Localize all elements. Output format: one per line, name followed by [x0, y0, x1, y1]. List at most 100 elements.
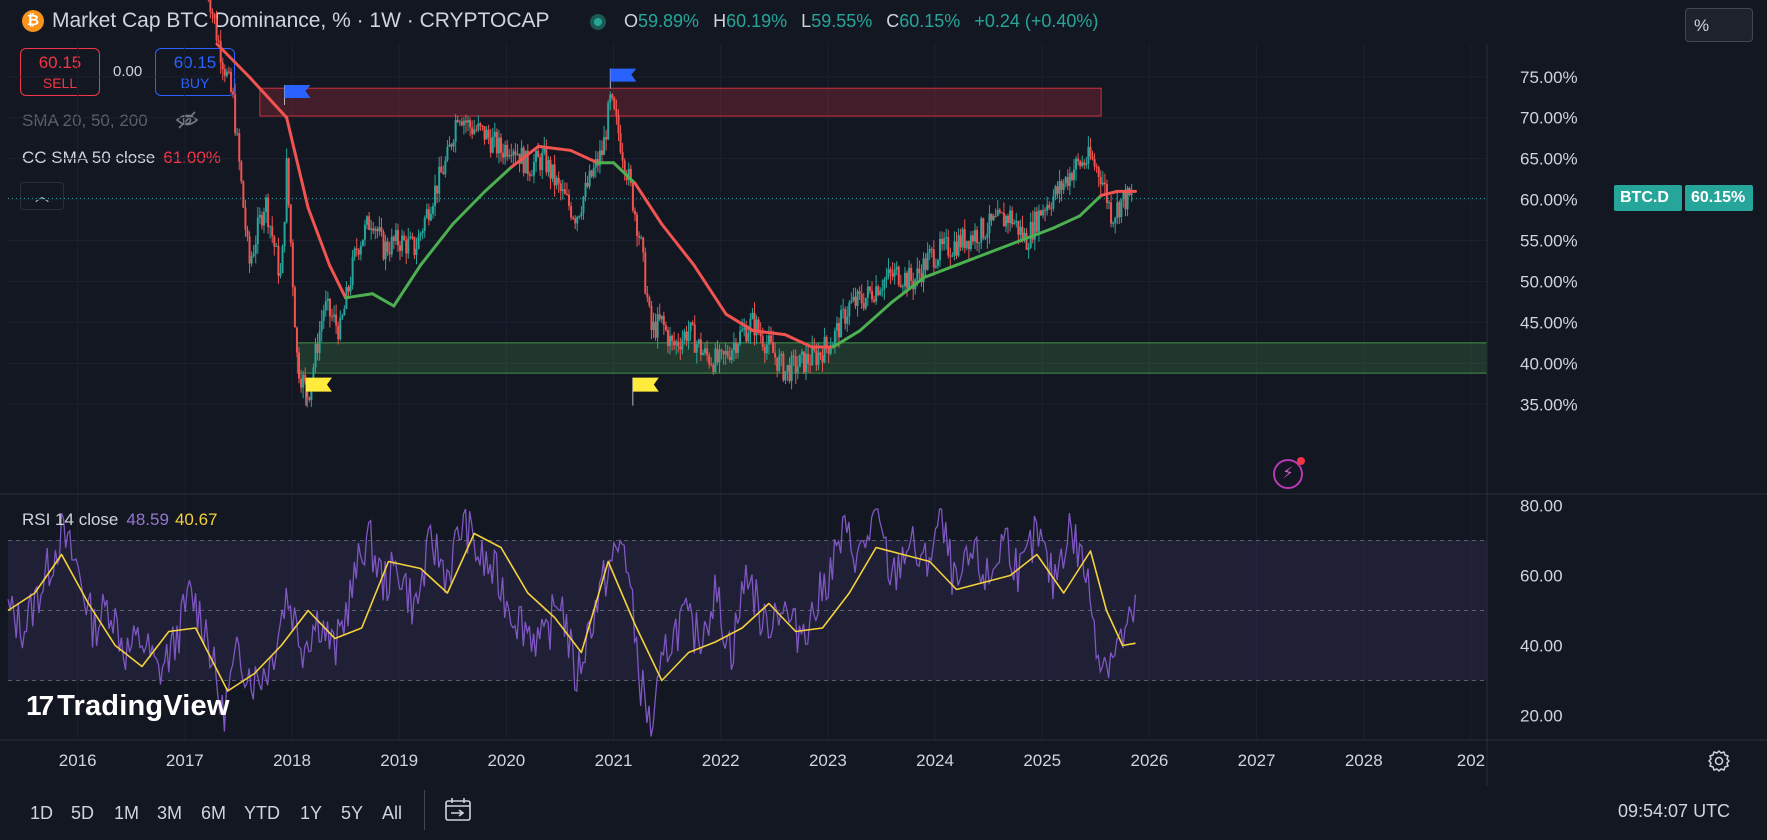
price-candle-body [910, 267, 913, 281]
gear-icon[interactable] [1706, 748, 1732, 774]
price-candle-body [295, 327, 298, 353]
price-candle-body [516, 153, 519, 155]
time-tick-label: 2022 [702, 751, 740, 770]
sma-segment [247, 75, 289, 120]
timeframe-6m[interactable]: 6M [201, 803, 227, 823]
price-candle-body [1009, 210, 1012, 224]
rsi-tick-label: 40.00 [1520, 637, 1563, 656]
price-candle-body [893, 269, 896, 277]
timeframe-ytd[interactable]: YTD [244, 803, 280, 823]
sma-segment [1019, 226, 1055, 242]
sma-segment [392, 263, 423, 308]
price-candle-body [454, 119, 457, 142]
clock[interactable]: 09:54:07 UTC [1618, 801, 1731, 821]
price-candle-body [1122, 191, 1125, 200]
sma-legend[interactable]: SMA 20, 50, 200 [22, 111, 148, 130]
price-candle-body [522, 147, 525, 174]
price-candle-body [240, 161, 243, 182]
price-candle-body [699, 339, 702, 355]
price-candle-body [862, 303, 865, 309]
price-candle-body [500, 137, 502, 153]
price-candle-body [265, 197, 268, 213]
price-candle-body [526, 150, 529, 174]
time-tick-label: 2023 [809, 751, 847, 770]
price-candle-body [990, 213, 993, 221]
price-candle-body [697, 339, 700, 344]
price-candle-body [483, 126, 486, 140]
rsi-legend[interactable]: RSI 14 close 48.59 40.67 [22, 510, 217, 530]
price-candle-body [1031, 221, 1034, 240]
lightning-icon[interactable]: ⚡ [1273, 457, 1305, 489]
timeframe-1d[interactable]: 1D [30, 803, 54, 823]
timeframe-5d[interactable]: 5D [71, 803, 95, 823]
price-candle-body [780, 353, 783, 356]
high-key: H [713, 11, 727, 31]
price-tick-label: 70.00% [1520, 109, 1578, 128]
price-tick-label: 75.00% [1520, 68, 1578, 87]
sell-price: 60.15 [38, 53, 82, 72]
price-candle-body [1015, 220, 1018, 223]
price-candle-body [945, 237, 948, 239]
price-candle-body [706, 348, 709, 356]
rsi-line [7, 508, 1137, 737]
timeframe-3m[interactable]: 3M [157, 803, 183, 823]
price-candle-body [1046, 204, 1049, 211]
price-candle-body [1099, 176, 1102, 185]
price-candle-body [308, 397, 311, 401]
price-candle-body [737, 344, 740, 353]
price-candle-body [971, 235, 974, 242]
price-candle-body [928, 248, 931, 253]
rsi-tick-label: 60.00 [1520, 567, 1563, 586]
price-candle-body [617, 115, 620, 134]
price-candle-body [811, 346, 814, 365]
price-candle-body [399, 245, 402, 251]
close-key: C [886, 11, 900, 31]
price-candle-body [749, 318, 752, 334]
price-candle-body [559, 183, 562, 192]
price-candle-body [860, 293, 863, 304]
price-candle-body [456, 119, 459, 123]
price-candle-body [409, 236, 412, 239]
price-candle-body [947, 237, 950, 256]
price-candle-body [361, 239, 364, 246]
price-candle-body [640, 237, 643, 239]
price-candle-body [1033, 211, 1036, 240]
date-range-icon[interactable] [443, 797, 473, 823]
price-candle-body [508, 154, 511, 157]
time-tick-label: 2021 [595, 751, 633, 770]
buy-label: BUY [180, 75, 210, 91]
price-candle-body [394, 230, 397, 241]
price-candle-body [809, 363, 812, 365]
time-tick-label: 2028 [1345, 751, 1383, 770]
price-candle-body [374, 228, 377, 231]
eye-hidden-icon[interactable] [175, 110, 199, 130]
price-candle-body [609, 94, 612, 103]
price-candle-body [351, 256, 354, 286]
price-candle-body [535, 150, 538, 162]
timeframe-1y[interactable]: 1Y [300, 803, 323, 823]
yellow-flag-icon [305, 377, 332, 392]
price-candle-body [372, 228, 375, 231]
price-candle-body [786, 365, 789, 372]
chart-area[interactable]: 75.00% 70.00% 65.00% 60.00% 55.00% 50.00% 45.0… [0, 0, 1767, 786]
timeframe-1m[interactable]: 1M [114, 803, 140, 823]
price-candle-body [349, 285, 352, 292]
high-value: 60.19% [726, 11, 788, 31]
symbol-title[interactable]: Market Cap BTC Dominance, % · 1W · CRYPT… [52, 9, 550, 32]
price-candle-body [333, 314, 336, 317]
price-candle-body [776, 357, 779, 371]
sell-button[interactable]: 60.15 SELL [20, 48, 100, 96]
timeframe-all[interactable]: All [382, 803, 403, 823]
timeframe-5y[interactable]: 5Y [341, 803, 364, 823]
sma-segment [987, 239, 1023, 255]
price-candle-body [805, 353, 808, 373]
price-candle-body [366, 216, 369, 225]
cc-sma-legend[interactable]: CC SMA 50 close 61.00% [22, 148, 221, 168]
price-candle-body [427, 209, 430, 221]
price-candle-body [980, 218, 983, 243]
price-candle-body [963, 229, 966, 249]
price-candle-body [961, 229, 964, 248]
scale-mode-button[interactable]: % [1685, 8, 1753, 42]
price-candle-body [753, 312, 756, 336]
price-candle-body [701, 352, 704, 355]
